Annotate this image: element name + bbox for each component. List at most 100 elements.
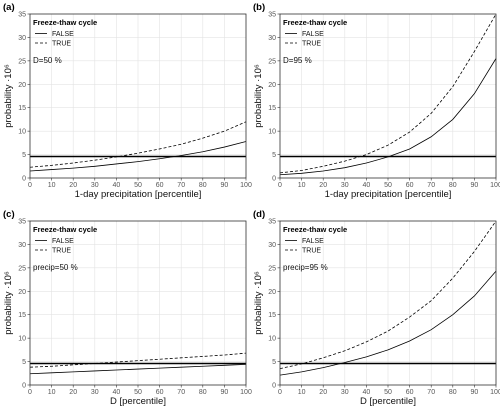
- x-tick-label: 0: [28, 182, 32, 189]
- legend-label: TRUE: [52, 248, 71, 255]
- y-tick-label: 15: [18, 105, 26, 112]
- chart-panel: (b) 0 10 20 30 40 50 60 70 80 90 100 0 5 10 15 20 25 30 35 1…: [253, 2, 500, 200]
- y-tick-label: 25: [18, 265, 26, 272]
- y-tick-label: 5: [272, 152, 276, 159]
- y-tick-label: 30: [18, 242, 26, 249]
- panel-annotation: precip=95 %: [283, 263, 328, 272]
- y-axis-title: probability ·10⁶: [3, 64, 14, 128]
- legend-label: FALSE: [302, 31, 324, 38]
- y-tick-label: 0: [272, 383, 276, 390]
- legend-label: TRUE: [302, 41, 321, 48]
- y-tick-label: 25: [18, 58, 26, 65]
- chart-panel: (a) 0 10 20 30 40 50 60 70 80 90 100 0 5 10 15 20 25 30 35 1…: [3, 2, 252, 200]
- x-tick-label: 0: [28, 389, 32, 396]
- x-tick-label: 60: [406, 389, 414, 396]
- y-tick-label: 35: [268, 219, 276, 226]
- y-tick-label: 35: [268, 12, 276, 19]
- x-tick-label: 50: [134, 389, 142, 396]
- x-tick-label: 60: [406, 182, 414, 189]
- legend-title: Freeze-thaw cycle: [283, 18, 347, 27]
- x-tick-label: 30: [91, 389, 99, 396]
- x-tick-label: 100: [490, 389, 500, 396]
- y-tick-label: 20: [268, 82, 276, 89]
- y-tick-label: 25: [268, 58, 276, 65]
- y-tick-label: 0: [22, 176, 26, 183]
- x-tick-label: 60: [156, 389, 164, 396]
- panel-label: (b): [253, 2, 265, 13]
- y-tick-label: 5: [272, 359, 276, 366]
- y-tick-label: 20: [18, 289, 26, 296]
- x-tick-label: 20: [69, 389, 77, 396]
- x-tick-label: 60: [156, 182, 164, 189]
- x-tick-label: 80: [199, 389, 207, 396]
- y-tick-label: 15: [268, 312, 276, 319]
- x-tick-label: 70: [427, 389, 435, 396]
- series-line-false: [29, 363, 247, 375]
- x-tick-label: 50: [384, 182, 392, 189]
- x-tick-label: 100: [240, 389, 252, 396]
- series-line-false: [29, 141, 247, 172]
- panel-annotation: D=50 %: [33, 56, 62, 65]
- chart-panel: (c) 0 10 20 30 40 50 60 70 80 90 100 0 5 10 15 20 25 30 35 D…: [3, 209, 252, 407]
- series-line-true: [29, 352, 247, 368]
- y-tick-label: 5: [22, 359, 26, 366]
- y-tick-label: 25: [268, 265, 276, 272]
- y-tick-label: 35: [18, 219, 26, 226]
- x-tick-label: 20: [69, 182, 77, 189]
- x-tick-label: 100: [240, 182, 252, 189]
- x-tick-label: 0: [278, 389, 282, 396]
- x-tick-label: 90: [221, 389, 229, 396]
- series-line-false: [279, 270, 497, 376]
- x-tick-label: 20: [319, 182, 327, 189]
- x-tick-label: 70: [427, 182, 435, 189]
- chart-panel: (d) 0 10 20 30 40 50 60 70 80 90 100 0 5 10 15 20 25 30 35 D…: [253, 209, 500, 407]
- y-tick-label: 15: [268, 105, 276, 112]
- x-tick-label: 90: [471, 182, 479, 189]
- y-tick-label: 10: [18, 129, 26, 136]
- x-tick-label: 40: [363, 182, 371, 189]
- legend-title: Freeze-thaw cycle: [33, 225, 97, 234]
- y-tick-label: 10: [18, 336, 26, 343]
- y-tick-label: 0: [272, 176, 276, 183]
- x-axis-title: D [percentile]: [110, 396, 166, 407]
- legend-title: Freeze-thaw cycle: [283, 225, 347, 234]
- panel-label: (a): [3, 2, 15, 13]
- x-tick-label: 80: [199, 182, 207, 189]
- x-tick-label: 50: [134, 182, 142, 189]
- series-line-true: [279, 13, 497, 174]
- legend-title: Freeze-thaw cycle: [33, 18, 97, 27]
- y-tick-label: 15: [18, 312, 26, 319]
- x-tick-label: 30: [341, 389, 349, 396]
- series-line-true: [279, 220, 497, 369]
- legend-label: FALSE: [52, 238, 74, 245]
- legend-label: TRUE: [302, 248, 321, 255]
- x-tick-label: 10: [48, 182, 56, 189]
- panel-label: (c): [3, 209, 15, 220]
- y-tick-label: 35: [18, 12, 26, 19]
- x-tick-label: 10: [298, 389, 306, 396]
- panel-annotation: D=95 %: [283, 56, 312, 65]
- legend-label: TRUE: [52, 41, 71, 48]
- x-tick-label: 70: [177, 389, 185, 396]
- legend-label: FALSE: [302, 238, 324, 245]
- x-tick-label: 70: [177, 182, 185, 189]
- x-tick-label: 90: [221, 182, 229, 189]
- x-tick-label: 80: [449, 389, 457, 396]
- x-tick-label: 10: [48, 389, 56, 396]
- legend-label: FALSE: [52, 31, 74, 38]
- y-tick-label: 10: [268, 336, 276, 343]
- x-tick-label: 80: [449, 182, 457, 189]
- x-tick-label: 40: [113, 182, 121, 189]
- x-axis-title: 1-day precipitation [percentile]: [325, 189, 452, 200]
- x-tick-label: 100: [490, 182, 500, 189]
- y-axis-title: probability ·10⁶: [3, 271, 14, 335]
- y-axis-title: probability ·10⁶: [253, 64, 264, 128]
- y-tick-label: 30: [268, 35, 276, 42]
- x-tick-label: 30: [91, 182, 99, 189]
- x-axis-title: D [percentile]: [360, 396, 416, 407]
- x-tick-label: 30: [341, 182, 349, 189]
- y-tick-label: 20: [268, 289, 276, 296]
- y-tick-label: 5: [22, 152, 26, 159]
- x-axis-title: 1-day precipitation [percentile]: [75, 189, 202, 200]
